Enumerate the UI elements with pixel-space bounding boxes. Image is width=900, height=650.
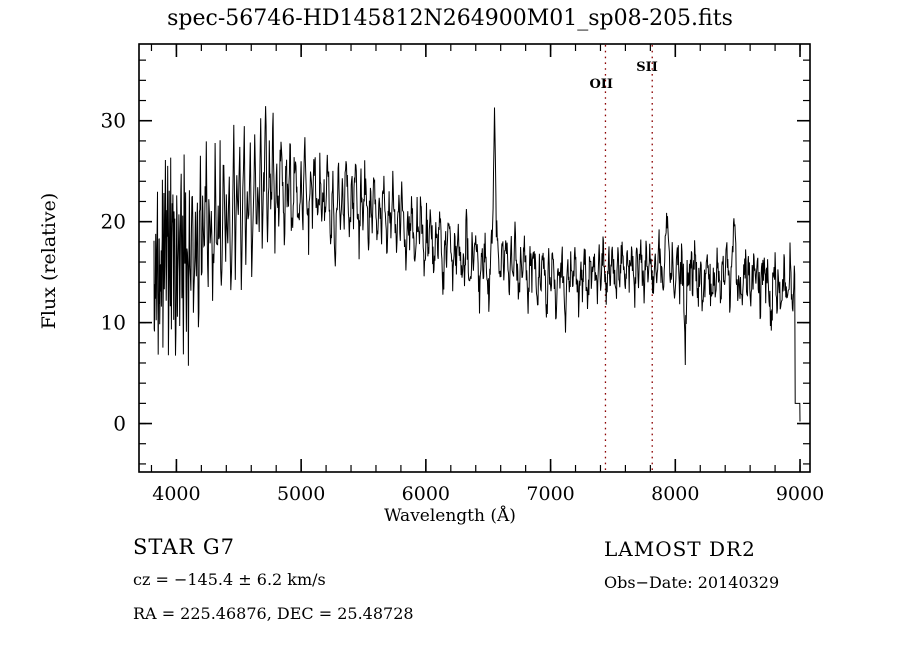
survey-label: LAMOST DR2 xyxy=(604,537,756,561)
x-tick-label: 7000 xyxy=(526,483,574,505)
x-tick-label: 5000 xyxy=(277,483,325,505)
y-tick-label: 0 xyxy=(113,412,126,436)
emission-line-label-sii: SII xyxy=(636,60,658,76)
x-axis-title: Wavelength (Å) xyxy=(384,506,516,526)
y-tick-label: 30 xyxy=(101,109,126,133)
plot-frame xyxy=(138,43,811,473)
spectrum-trace xyxy=(153,106,801,422)
coordinates-label: RA = 225.46876, DEC = 25.48728 xyxy=(133,604,414,623)
emission-line-label-oii: OII xyxy=(589,77,613,93)
plot-frame xyxy=(138,43,811,473)
obs-date-label: Obs−Date: 20140329 xyxy=(604,573,780,592)
x-tick-label: 6000 xyxy=(402,483,450,505)
redshift-velocity-label: cz = −145.4 ± 6.2 km/s xyxy=(133,570,326,589)
y-tick-label: 10 xyxy=(101,311,126,335)
page-title: spec-56746-HD145812N264900M01_sp08-205.f… xyxy=(167,6,733,31)
object-class-label: STAR G7 xyxy=(133,535,236,559)
y-tick-label: 20 xyxy=(101,210,126,234)
x-tick-label: 4000 xyxy=(152,483,200,505)
x-tick-label: 8000 xyxy=(651,483,699,505)
y-axis-title: Flux (relative) xyxy=(38,192,60,330)
x-tick-label: 9000 xyxy=(776,483,824,505)
